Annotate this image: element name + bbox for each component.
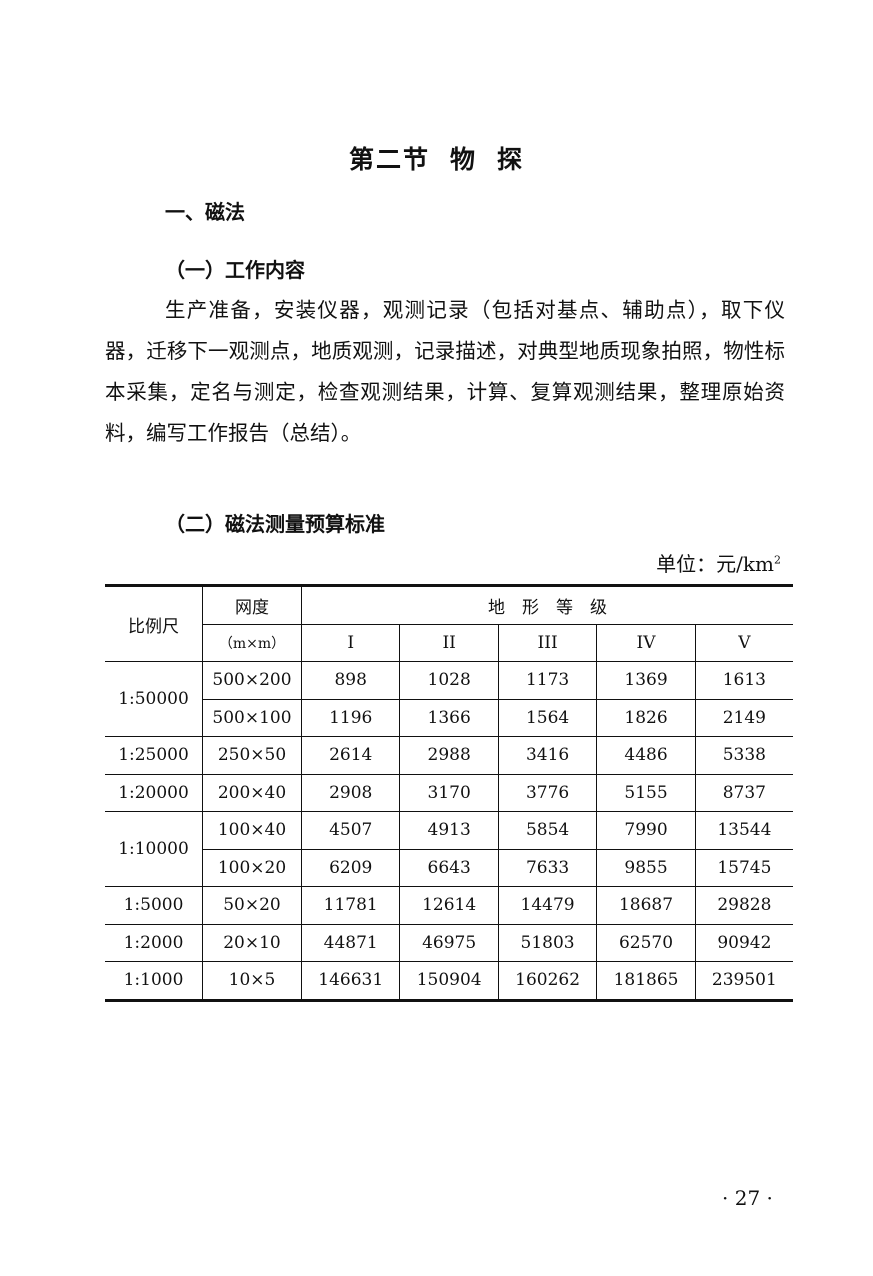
table-body: 1:50000 500×200 898 1028 1173 1369 1613 500×100… <box>105 661 793 1001</box>
value-cell: 6643 <box>399 848 499 887</box>
table-row: 1:25000 250×50 2614 2988 3416 4486 5338 <box>105 736 793 775</box>
value-cell: 3776 <box>497 773 598 812</box>
value-cell: 1826 <box>596 698 696 737</box>
value-cell: 4913 <box>399 811 499 850</box>
header-grid-unit: （m×m） <box>202 623 302 662</box>
value-cell: 8737 <box>694 773 793 812</box>
header-grade: IV <box>596 623 696 662</box>
value-cell: 44871 <box>300 923 401 962</box>
scale-cell: 1:10000 <box>105 811 203 887</box>
value-cell: 4507 <box>300 811 401 850</box>
budget-table: 比例尺 网度 地 形 等 级 （m×m） I II III IV V 1:500… <box>105 584 793 1002</box>
value-cell: 5338 <box>694 736 793 775</box>
grid-cell: 200×40 <box>202 773 302 812</box>
value-cell: 1196 <box>300 698 401 737</box>
value-cell: 160262 <box>497 961 598 1001</box>
value-cell: 1173 <box>497 661 598 700</box>
title-part: 探 <box>497 145 525 174</box>
grid-cell: 100×40 <box>202 811 302 850</box>
scale-cell: 1:25000 <box>105 736 203 775</box>
grid-cell: 10×5 <box>202 961 302 1001</box>
value-cell: 90942 <box>694 923 793 962</box>
value-cell: 15745 <box>694 848 793 887</box>
value-cell: 14479 <box>497 886 598 925</box>
value-cell: 1613 <box>694 661 793 700</box>
header-grid: 网度 <box>202 585 302 625</box>
value-cell: 18687 <box>596 886 696 925</box>
page-number: · 27 · <box>722 1186 773 1210</box>
title-part: 物 <box>449 145 477 174</box>
value-cell: 150904 <box>399 961 499 1001</box>
value-cell: 2149 <box>694 698 793 737</box>
header-grade: V <box>694 623 793 662</box>
value-cell: 1028 <box>399 661 499 700</box>
value-cell: 12614 <box>399 886 499 925</box>
value-cell: 46975 <box>399 923 499 962</box>
value-cell: 146631 <box>300 961 401 1001</box>
unit-label: 单位：元/km2 <box>656 548 781 577</box>
value-cell: 3170 <box>399 773 499 812</box>
value-cell: 5155 <box>596 773 696 812</box>
scale-cell: 1:50000 <box>105 661 203 737</box>
grid-cell: 250×50 <box>202 736 302 775</box>
table-row: 1:2000 20×10 44871 46975 51803 62570 90942 <box>105 923 793 962</box>
heading-budget-standard: （二）磁法测量预算标准 <box>165 512 385 536</box>
value-cell: 62570 <box>596 923 696 962</box>
value-cell: 5854 <box>497 811 598 850</box>
table-row: 1:5000 50×20 11781 12614 14479 18687 29828 <box>105 886 793 925</box>
unit-superscript: 2 <box>774 553 781 567</box>
unit-text: 单位：元/km <box>656 552 774 576</box>
value-cell: 13544 <box>694 811 793 850</box>
section-title: 第二节物探 <box>0 140 873 176</box>
value-cell: 9855 <box>596 848 696 887</box>
grid-cell: 20×10 <box>202 923 302 962</box>
table-row: 1:20000 200×40 2908 3170 3776 5155 8737 <box>105 773 793 812</box>
value-cell: 7633 <box>497 848 598 887</box>
header-grade: I <box>300 623 401 662</box>
value-cell: 6209 <box>300 848 401 887</box>
value-cell: 11781 <box>300 886 401 925</box>
work-content-paragraph: 生产准备，安装仪器，观测记录（包括对基点、辅助点），取下仪器，迁移下一观测点，地… <box>105 298 785 445</box>
scale-cell: 1:2000 <box>105 923 203 962</box>
value-cell: 1366 <box>399 698 499 737</box>
value-cell: 29828 <box>694 886 793 925</box>
heading-magnetic-method: 一、磁法 <box>165 200 245 224</box>
value-cell: 2908 <box>300 773 401 812</box>
scale-cell: 1:1000 <box>105 961 203 1001</box>
table-row: 100×20 6209 6643 7633 9855 15745 <box>105 848 793 887</box>
header-scale: 比例尺 <box>105 585 203 662</box>
value-cell: 4486 <box>596 736 696 775</box>
value-cell: 51803 <box>497 923 598 962</box>
grid-cell: 500×200 <box>202 661 302 700</box>
header-grade: III <box>497 623 598 662</box>
value-cell: 2988 <box>399 736 499 775</box>
scale-cell: 1:5000 <box>105 886 203 925</box>
table-row: 1:50000 500×200 898 1028 1173 1369 1613 <box>105 661 793 737</box>
value-cell: 1564 <box>497 698 598 737</box>
heading-work-content: （一）工作内容 <box>165 258 305 282</box>
value-cell: 3416 <box>497 736 598 775</box>
scale-cell: 1:20000 <box>105 773 203 812</box>
table-header-row: （m×m） I II III IV V <box>105 623 793 662</box>
value-cell: 898 <box>300 661 401 700</box>
value-cell: 239501 <box>694 961 793 1001</box>
table-header-row: 比例尺 网度 地 形 等 级 <box>105 585 793 662</box>
grid-cell: 50×20 <box>202 886 302 925</box>
value-cell: 7990 <box>596 811 696 850</box>
table-row: 1:1000 10×5 146631 150904 160262 181865 239501 <box>105 961 793 1001</box>
table-row: 500×100 1196 1366 1564 1826 2149 <box>105 698 793 737</box>
value-cell: 1369 <box>596 661 696 700</box>
value-cell: 2614 <box>300 736 401 775</box>
value-cell: 181865 <box>596 961 696 1001</box>
table-row: 1:10000 100×40 4507 4913 5854 7990 13544 <box>105 811 793 887</box>
grid-cell: 500×100 <box>202 698 302 737</box>
header-grade: II <box>399 623 499 662</box>
grid-cell: 100×20 <box>202 848 302 887</box>
title-part: 第二节 <box>348 145 430 174</box>
header-terrain: 地 形 等 级 <box>301 585 793 625</box>
